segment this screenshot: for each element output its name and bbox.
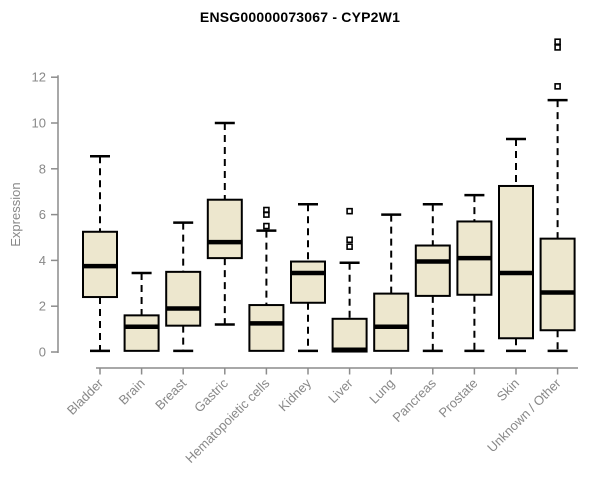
x-tick-label: Unknown / Other <box>484 375 564 455</box>
outlier-point <box>263 222 270 230</box>
box-rect <box>290 260 326 304</box>
y-tick-label: 10 <box>32 116 46 131</box>
outlier-point <box>346 243 353 250</box>
x-tick-label: Gastric <box>191 375 231 415</box>
outlier-point <box>263 206 270 214</box>
box-rect <box>498 184 534 340</box>
x-tick-label: Skin <box>494 376 522 404</box>
y-tick-label: 8 <box>39 161 46 176</box>
x-tick-label: Liver <box>325 375 356 406</box>
y-tick-label: 4 <box>39 253 46 268</box>
y-tick-label: 2 <box>39 299 46 314</box>
outlier-point <box>346 207 353 215</box>
box-rect <box>539 237 576 332</box>
y-axis-title: Expression <box>8 182 23 246</box>
x-tick-label: Breast <box>152 375 189 412</box>
y-tick-label: 6 <box>39 207 46 222</box>
box-rect <box>414 244 451 297</box>
x-tick-label: Lung <box>366 376 397 407</box>
x-tick-label: Bladder <box>64 375 107 418</box>
outlier-point <box>346 236 353 244</box>
outlier-point <box>554 44 561 51</box>
x-tick-label: Prostate <box>436 376 481 421</box>
y-tick-label: 0 <box>39 345 46 360</box>
box-rect <box>123 314 160 352</box>
x-tick-label: Brain <box>116 376 148 408</box>
box-rect <box>373 292 410 352</box>
box-rect <box>165 270 202 327</box>
outlier-point <box>554 83 561 90</box>
y-tick-label: 12 <box>32 70 46 85</box>
box-rect <box>248 304 285 352</box>
x-tick-label: Kidney <box>275 375 314 414</box>
box-rect <box>331 317 368 353</box>
box-rect <box>206 198 243 260</box>
chart-title: ENSG00000073067 - CYP2W1 <box>199 9 401 25</box>
x-tick-label: Pancreas <box>389 375 439 425</box>
outlier-point <box>554 38 561 46</box>
